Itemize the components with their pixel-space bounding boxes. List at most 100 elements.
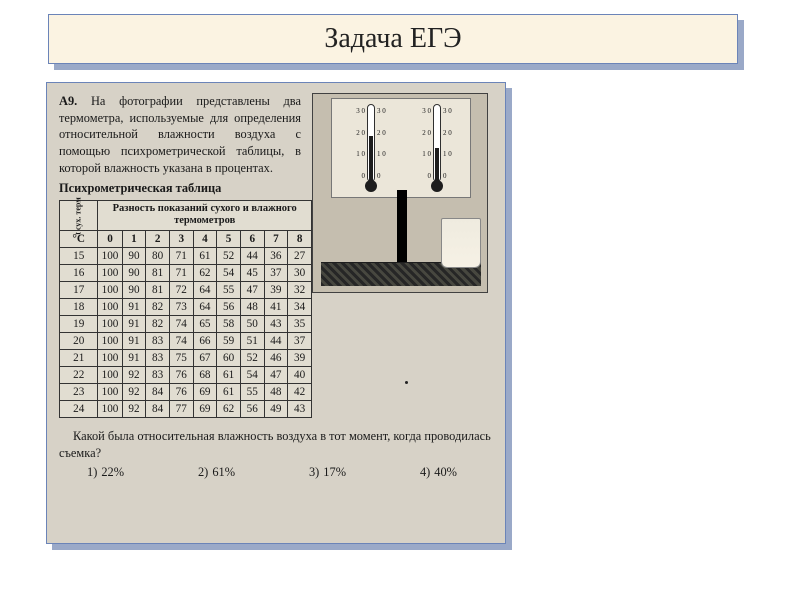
value-cell: 34 xyxy=(288,298,312,315)
value-cell: 62 xyxy=(217,400,241,417)
value-cell: 46 xyxy=(264,349,288,366)
thermo-fluid xyxy=(369,136,373,184)
temp-cell: 21 xyxy=(60,349,98,366)
value-cell: 30 xyxy=(288,264,312,281)
water-glass-icon xyxy=(441,218,481,268)
value-cell: 80 xyxy=(146,247,170,264)
value-cell: 61 xyxy=(217,366,241,383)
value-cell: 90 xyxy=(122,264,146,281)
value-cell: 40 xyxy=(288,366,312,383)
value-cell: 75 xyxy=(169,349,193,366)
table-row: 231009284766961554842 xyxy=(60,383,312,400)
value-cell: 52 xyxy=(240,349,264,366)
temp-cell: 24 xyxy=(60,400,98,417)
table-row: 181009182736456484134 xyxy=(60,298,312,315)
value-cell: 61 xyxy=(217,383,241,400)
value-cell: 100 xyxy=(98,400,122,417)
value-cell: 60 xyxy=(217,349,241,366)
value-cell: 39 xyxy=(264,281,288,298)
value-cell: 36 xyxy=(264,247,288,264)
question-text: Какой была относительная влажность возду… xyxy=(59,428,493,461)
value-cell: 91 xyxy=(122,332,146,349)
value-cell: 71 xyxy=(169,247,193,264)
value-cell: 92 xyxy=(122,366,146,383)
option-3: 3) 17% xyxy=(309,465,346,480)
y-axis-label: t сух. терм xyxy=(75,198,83,235)
value-cell: 47 xyxy=(240,281,264,298)
table-row: 201009183746659514437 xyxy=(60,332,312,349)
option-2: 2) 61% xyxy=(198,465,235,480)
value-cell: 91 xyxy=(122,298,146,315)
value-cell: 47 xyxy=(264,366,288,383)
value-cell: 27 xyxy=(288,247,312,264)
value-cell: 83 xyxy=(146,332,170,349)
value-cell: 100 xyxy=(98,349,122,366)
value-cell: 44 xyxy=(240,247,264,264)
value-cell: 65 xyxy=(193,315,217,332)
value-cell: 43 xyxy=(264,315,288,332)
page-title: Задача ЕГЭ xyxy=(324,23,461,55)
dry-thermometer: 3 0 2 0 1 0 0 3 0 2 0 1 0 0 xyxy=(347,102,395,196)
value-cell: 54 xyxy=(217,264,241,281)
value-cell: 84 xyxy=(146,383,170,400)
dot-mark xyxy=(405,381,408,384)
value-cell: 100 xyxy=(98,332,122,349)
table-row: 221009283766861544740 xyxy=(60,366,312,383)
value-cell: 82 xyxy=(146,298,170,315)
table-row: 161009081716254453730 xyxy=(60,264,312,281)
value-cell: 39 xyxy=(288,349,312,366)
value-cell: 83 xyxy=(146,366,170,383)
scale-left-outer: 3 0 2 0 1 0 0 xyxy=(349,108,365,180)
table-row: 171009081726455473932 xyxy=(60,281,312,298)
value-cell: 77 xyxy=(169,400,193,417)
temp-cell: 17 xyxy=(60,281,98,298)
value-cell: 42 xyxy=(288,383,312,400)
value-cell: 69 xyxy=(193,400,217,417)
diff-col: 0 xyxy=(98,230,122,247)
value-cell: 68 xyxy=(193,366,217,383)
value-cell: 54 xyxy=(240,366,264,383)
scale-right-outer: 3 0 2 0 1 0 0 xyxy=(415,108,431,180)
value-cell: 74 xyxy=(169,332,193,349)
temp-cell: 19 xyxy=(60,315,98,332)
value-cell: 58 xyxy=(217,315,241,332)
value-cell: 35 xyxy=(288,315,312,332)
value-cell: 69 xyxy=(193,383,217,400)
thermo-fluid xyxy=(435,148,439,184)
value-cell: 72 xyxy=(169,281,193,298)
problem-frame: А9. На фотографии представлены два термо… xyxy=(46,82,516,552)
diff-col: 4 xyxy=(193,230,217,247)
value-cell: 92 xyxy=(122,383,146,400)
problem-label: А9. xyxy=(59,94,77,108)
value-cell: 66 xyxy=(193,332,217,349)
value-cell: 90 xyxy=(122,247,146,264)
temp-cell: 22 xyxy=(60,366,98,383)
scale-left-inner: 3 0 2 0 1 0 0 xyxy=(377,108,393,180)
value-cell: 71 xyxy=(169,264,193,281)
value-cell: 37 xyxy=(264,264,288,281)
diff-header: Разность показаний сухого и влажного тер… xyxy=(98,200,312,230)
value-cell: 45 xyxy=(240,264,264,281)
intro-row: А9. На фотографии представлены два термо… xyxy=(59,93,493,418)
value-cell: 100 xyxy=(98,264,122,281)
value-cell: 91 xyxy=(122,315,146,332)
diff-col: 2 xyxy=(146,230,170,247)
value-cell: 49 xyxy=(264,400,288,417)
value-cell: 100 xyxy=(98,247,122,264)
problem-box: А9. На фотографии представлены два термо… xyxy=(46,82,506,544)
value-cell: 84 xyxy=(146,400,170,417)
title-box: Задача ЕГЭ xyxy=(48,14,738,64)
psychrometric-table: t сух. терм Разность показаний сухого и … xyxy=(59,200,312,418)
value-cell: 81 xyxy=(146,264,170,281)
wet-thermometer: 3 0 2 0 1 0 0 3 0 2 0 1 0 0 xyxy=(413,102,461,196)
value-cell: 81 xyxy=(146,281,170,298)
value-cell: 92 xyxy=(122,400,146,417)
temp-cell: 18 xyxy=(60,298,98,315)
diff-col: 8 xyxy=(288,230,312,247)
value-cell: 64 xyxy=(193,298,217,315)
option-4: 4) 40% xyxy=(420,465,457,480)
value-cell: 100 xyxy=(98,298,122,315)
value-cell: 90 xyxy=(122,281,146,298)
diff-col: 6 xyxy=(240,230,264,247)
temp-cell: 20 xyxy=(60,332,98,349)
